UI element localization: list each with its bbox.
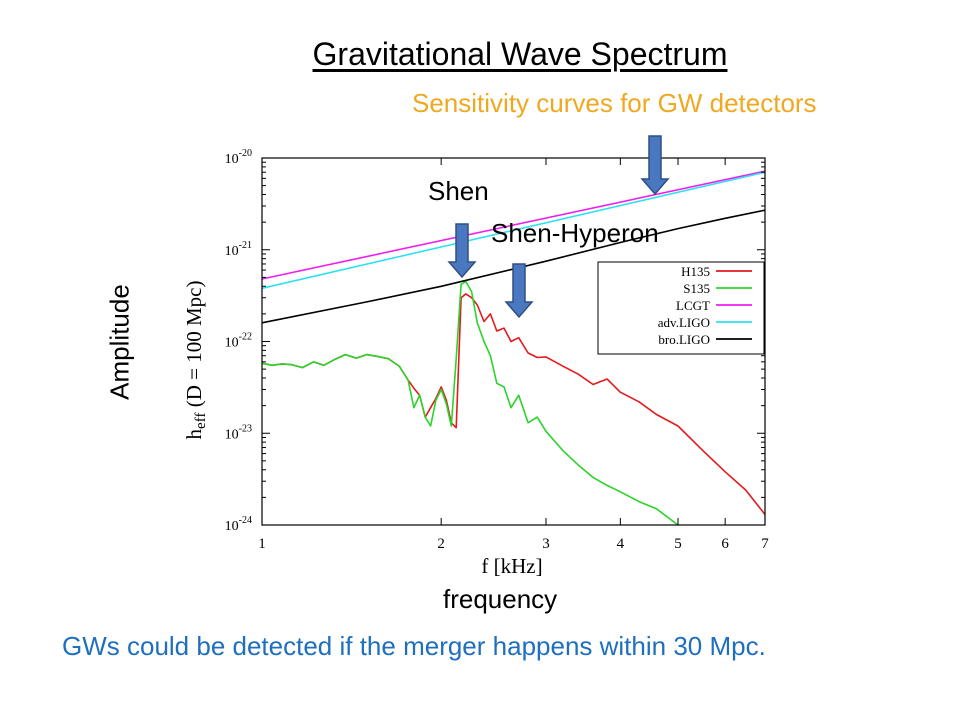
x-tick-label: 1 <box>258 536 266 552</box>
series-line-adv-ligo <box>261 171 766 290</box>
legend-entry-label: H135 <box>681 264 710 279</box>
amplitude-label: Amplitude <box>104 284 135 400</box>
x-tick-label: 7 <box>761 536 769 552</box>
series-line-bro-ligo <box>261 209 766 324</box>
legend-entry-label: S135 <box>683 281 710 296</box>
legend-entry-label: LCGT <box>676 298 710 313</box>
x-tick-label: 6 <box>721 536 729 552</box>
y-tick-label: 10-22 <box>225 332 252 351</box>
label-shen: Shen <box>428 176 489 206</box>
x-tick-label: 4 <box>617 536 625 552</box>
label-shen-hyperon: Shen-Hyperon <box>491 218 659 248</box>
series-line-s135 <box>261 280 679 526</box>
y-axis-label-sub: eff <box>193 413 209 429</box>
legend: H135 S135 LCGT adv.LIGO bro.LIGO <box>597 261 765 355</box>
y-axis-label-main: h <box>182 428 206 439</box>
y-tick-label: 10-23 <box>225 423 252 442</box>
arrow-shen-hyperon <box>504 263 534 319</box>
series-line-lcgt <box>261 170 766 280</box>
y-axis-label-rest: (D = 100 Mpc) <box>182 281 206 413</box>
ticks-layer: 1 2 3 4 5 6 7 10-24 10-23 10-22 10-21 10-20 <box>225 148 770 552</box>
arrow-shen <box>447 223 477 279</box>
x-tick-label: 3 <box>542 536 550 552</box>
x-tick-label: 5 <box>674 536 682 552</box>
frequency-label: frequency <box>443 584 558 614</box>
arrows-layer <box>447 135 670 319</box>
x-tick-label: 2 <box>437 536 445 552</box>
x-axis-label: f [kHz] <box>481 554 542 578</box>
footnote: GWs could be detected if the merger happ… <box>62 631 766 661</box>
legend-entry-label: adv.LIGO <box>658 315 710 330</box>
y-tick-label: 10-20 <box>225 148 252 167</box>
slide-title: Gravitational Wave Spectrum <box>312 36 728 72</box>
y-tick-label: 10-24 <box>225 515 252 534</box>
arrow-sensitivity <box>640 135 670 196</box>
series-layer <box>261 170 766 526</box>
legend-entry-label: bro.LIGO <box>658 332 710 347</box>
y-axis-label: heff (D = 100 Mpc) <box>182 281 210 440</box>
svg-text:heff (D = 100 Mpc): heff (D = 100 Mpc) <box>182 281 210 440</box>
y-tick-label: 10-21 <box>225 240 252 259</box>
sensitivity-subtitle: Sensitivity curves for GW detectors <box>412 88 817 118</box>
